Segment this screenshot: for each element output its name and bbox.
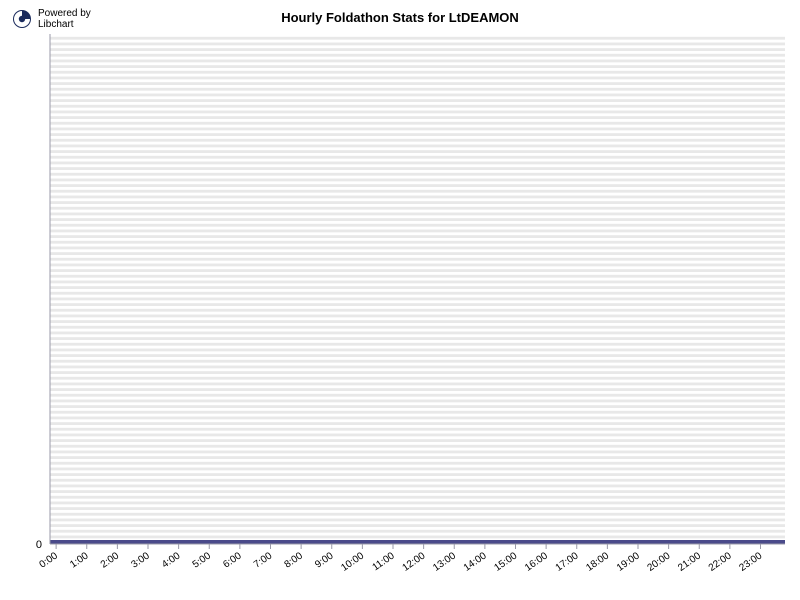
svg-text:18:00: 18:00	[584, 550, 611, 574]
svg-text:1:00: 1:00	[68, 550, 91, 570]
svg-text:21:00: 21:00	[676, 550, 703, 574]
svg-text:19:00: 19:00	[615, 550, 642, 574]
svg-text:12:00: 12:00	[401, 550, 428, 574]
hourly-foldathon-chart: 00:00 1:00 2:00 3:00 4:00 5:00 6:00 7:00 8:00 9:0…	[0, 0, 800, 600]
svg-text:15:00: 15:00	[492, 550, 519, 574]
svg-text:9:00: 9:00	[313, 550, 336, 570]
svg-text:2:00: 2:00	[99, 550, 122, 570]
svg-text:20:00: 20:00	[646, 550, 673, 574]
svg-text:3:00: 3:00	[129, 550, 152, 570]
svg-text:16:00: 16:00	[523, 550, 550, 574]
svg-text:10:00: 10:00	[339, 550, 366, 574]
svg-text:11:00: 11:00	[371, 550, 398, 573]
svg-text:5:00: 5:00	[191, 550, 214, 570]
svg-text:0:00: 0:00	[38, 550, 61, 570]
svg-text:14:00: 14:00	[462, 550, 489, 574]
svg-text:6:00: 6:00	[221, 550, 244, 570]
svg-text:4:00: 4:00	[160, 550, 183, 570]
svg-text:8:00: 8:00	[283, 550, 306, 570]
svg-text:0: 0	[36, 539, 42, 551]
svg-text:13:00: 13:00	[431, 550, 458, 574]
svg-text:22:00: 22:00	[707, 550, 734, 574]
svg-text:17:00: 17:00	[554, 550, 581, 574]
svg-text:7:00: 7:00	[252, 550, 275, 570]
svg-text:23:00: 23:00	[737, 550, 764, 574]
